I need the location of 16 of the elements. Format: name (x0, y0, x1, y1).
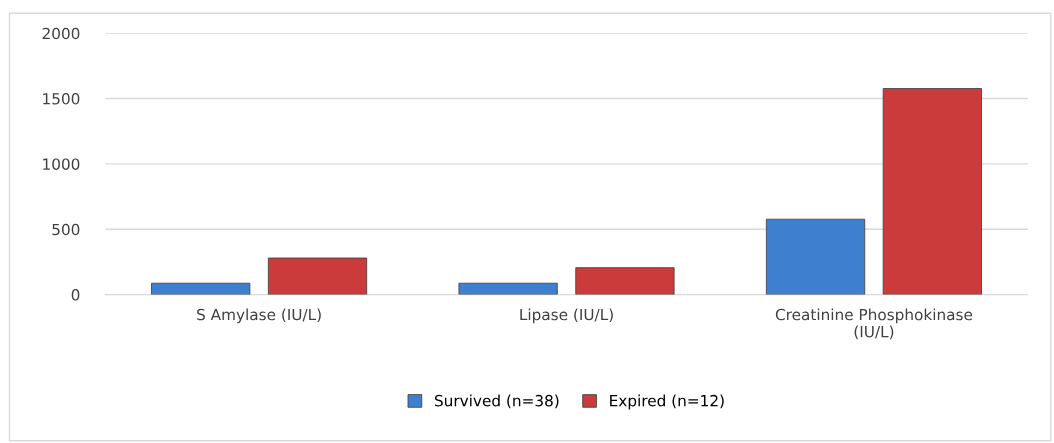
y-tick-label: 2000 (42, 27, 80, 40)
bar (575, 267, 675, 295)
y-tick-label: 0 (71, 289, 80, 301)
bar (458, 282, 558, 295)
legend-label: Survived (n=38) (434, 394, 559, 409)
x-tick-label: Lipase (IU/L) (520, 308, 613, 324)
legend-label: Expired (n=12) (610, 394, 724, 410)
y-tick-label: 1000 (43, 158, 80, 170)
x-tick-label: S Amylase (IU/L) (197, 308, 321, 324)
y-tick-label: 500 (52, 223, 80, 236)
x-tick-label: Creatinine Phosphokinase (IU/L) (775, 308, 973, 340)
y-tick-label: 1500 (43, 93, 80, 105)
bar (882, 88, 982, 295)
bar (765, 218, 866, 295)
bar (267, 257, 368, 295)
bar (151, 282, 251, 295)
